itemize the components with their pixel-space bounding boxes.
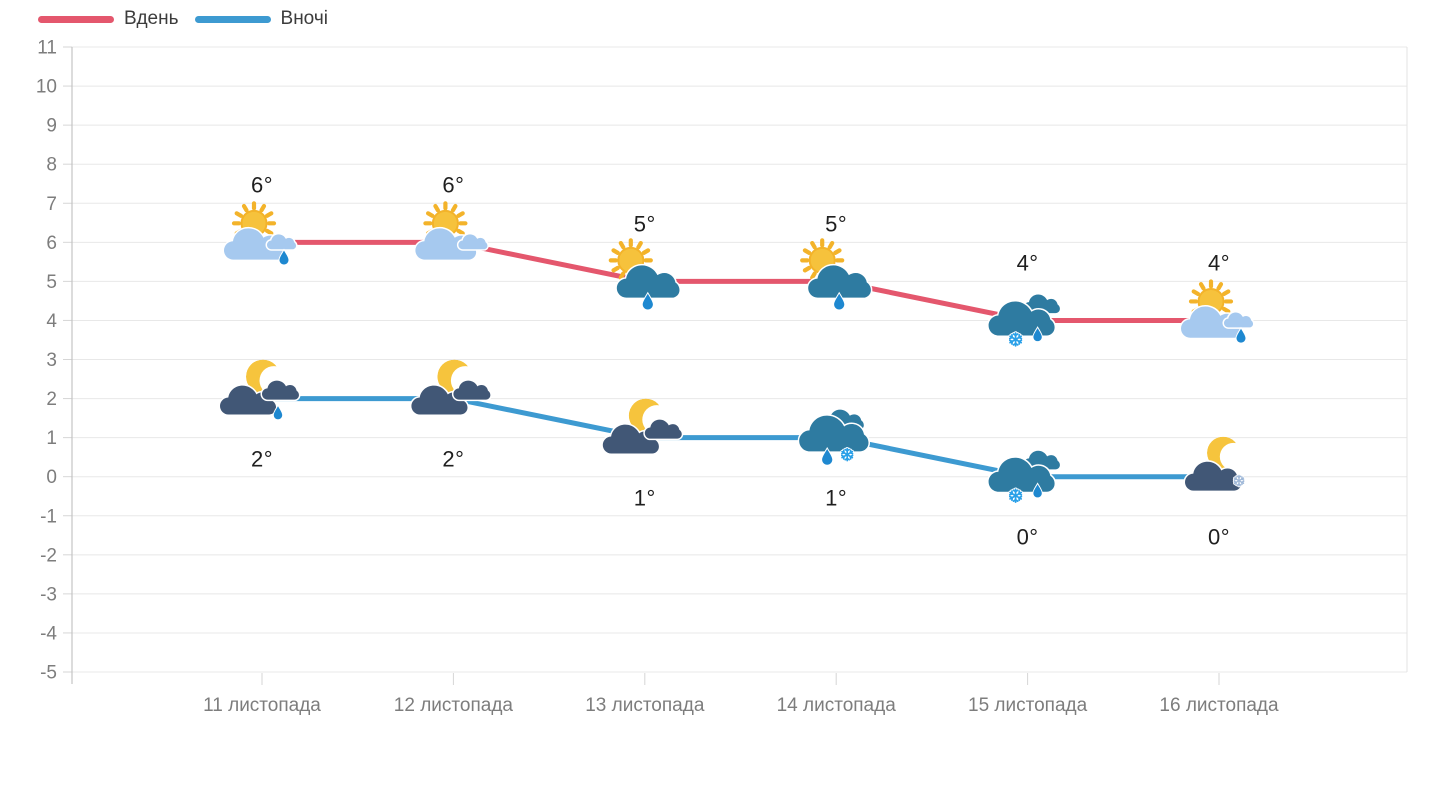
temperature-label: 5° (825, 211, 847, 236)
y-axis-label: -5 (40, 663, 57, 684)
legend-item-day[interactable]: Вдень (38, 8, 179, 30)
weather-icon-sun-darkcloud-rain (608, 238, 682, 311)
x-axis-label: 12 листопада (394, 695, 514, 716)
x-axis-label: 14 листопада (777, 695, 897, 716)
x-axis-label: 13 листопада (585, 695, 705, 716)
temperature-label: 4° (1017, 250, 1039, 275)
legend-night-label: Вночі (280, 8, 328, 29)
temperature-label: 1° (634, 486, 656, 511)
night-series-swatch (194, 15, 271, 23)
y-axis-label: -4 (40, 623, 57, 644)
y-axis-label: 1 (46, 428, 57, 449)
temperature-label: 6° (251, 172, 273, 197)
weather-icon-sun-clouds-rain (222, 201, 298, 266)
y-axis-label: 8 (46, 155, 57, 176)
weather-icon-sun-clouds-rain (1179, 279, 1255, 344)
y-axis-label: 9 (46, 116, 57, 137)
temperature-label: 2° (442, 447, 464, 472)
temperature-label: 4° (1208, 250, 1230, 275)
y-axis-label: 7 (46, 194, 57, 215)
x-axis-label: 16 листопада (1159, 695, 1279, 716)
temperature-label: 0° (1017, 525, 1039, 550)
weather-icon-moon-clouds-rain (218, 360, 301, 421)
temperature-label: 0° (1208, 525, 1230, 550)
temperature-label: 2° (251, 447, 273, 472)
chart-legend: Вдень Вночі (38, 8, 328, 30)
weather-icon-moon-clouds (601, 399, 684, 456)
weather-icon-cloud-rain-snow (797, 408, 871, 466)
y-axis-label: 3 (46, 350, 57, 371)
x-axis: 11 листопада 12 листопада 13 листопада 14 л… (203, 673, 1279, 716)
y-axis-label: -2 (40, 545, 57, 566)
temperature-label: 6° (442, 172, 464, 197)
y-axis-label: 4 (46, 311, 57, 332)
y-axis-label: 5 (46, 272, 57, 293)
weather-icon-moon-cloud-snow (1183, 437, 1246, 493)
y-axis-label: -3 (40, 584, 57, 605)
legend-day-label: Вдень (124, 8, 179, 29)
y-axis-label: 11 (37, 38, 57, 59)
y-axis-label: 6 (46, 233, 57, 254)
temperature-label: 5° (634, 211, 656, 236)
weather-icon-sun-clouds (413, 201, 489, 262)
weather-icon-cloud-snow-rain (987, 449, 1062, 504)
temperature-label: 1° (825, 486, 847, 511)
y-axis-label: 2 (46, 389, 57, 410)
y-axis-label: 0 (46, 467, 57, 488)
y-axis-label: 10 (36, 77, 57, 98)
x-axis-label: 11 листопада (203, 695, 321, 716)
weather-icon-sun-darkcloud-rain (800, 238, 873, 311)
weather-icon-cloud-snow-rain (987, 292, 1062, 348)
x-axis-label: 15 листопада (968, 695, 1088, 716)
weather-icon-moon-clouds (409, 360, 492, 416)
legend-item-night[interactable]: Вночі (194, 8, 328, 30)
day-series-swatch (38, 15, 114, 23)
y-axis-label: -1 (40, 506, 57, 527)
